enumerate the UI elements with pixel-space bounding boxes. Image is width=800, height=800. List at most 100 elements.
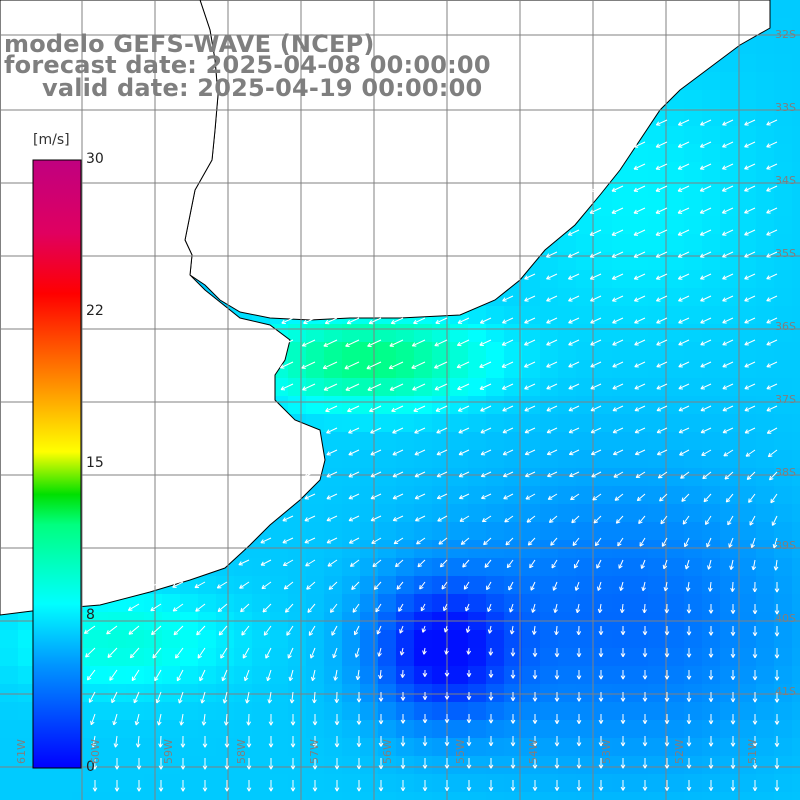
wind-arrow bbox=[634, 361, 646, 368]
wind-cell bbox=[792, 756, 800, 775]
wind-arrow bbox=[369, 405, 382, 413]
wind-arrow bbox=[400, 736, 406, 747]
wind-arrow bbox=[729, 559, 734, 570]
wind-cell bbox=[378, 576, 397, 595]
wind-cell bbox=[684, 378, 703, 397]
wind-arrow bbox=[417, 559, 426, 568]
wind-cell bbox=[630, 360, 649, 379]
wind-arrow bbox=[197, 647, 206, 659]
wind-arrow bbox=[774, 670, 780, 681]
wind-arrow bbox=[487, 625, 493, 634]
wind-cell bbox=[558, 324, 577, 343]
wind-cell bbox=[378, 504, 397, 523]
wind-arrow bbox=[483, 537, 492, 546]
wind-cell bbox=[684, 630, 703, 649]
wind-cell bbox=[576, 288, 595, 307]
wind-cell bbox=[594, 360, 613, 379]
wind-cell bbox=[792, 630, 800, 649]
wind-cell bbox=[486, 558, 505, 577]
wind-cell bbox=[414, 432, 433, 451]
wind-cell bbox=[252, 666, 271, 685]
longitude-label: 57W bbox=[308, 739, 321, 764]
wind-cell bbox=[774, 360, 793, 379]
wind-cell bbox=[324, 720, 343, 739]
wind-cell bbox=[720, 594, 739, 613]
wind-cell bbox=[432, 576, 451, 595]
wind-arrow bbox=[268, 758, 274, 770]
wind-arrow bbox=[708, 758, 714, 769]
wind-arrow bbox=[224, 758, 230, 770]
wind-cell bbox=[396, 450, 415, 469]
wind-cell bbox=[324, 504, 343, 523]
longitude-label: 59W bbox=[162, 739, 175, 764]
latitude-label: 35S bbox=[775, 247, 796, 260]
wind-arrow bbox=[113, 735, 119, 748]
wind-arrow bbox=[746, 471, 756, 480]
wind-arrow bbox=[641, 581, 646, 592]
wind-cell bbox=[414, 774, 433, 793]
wind-cell bbox=[198, 594, 217, 613]
wind-cell bbox=[792, 468, 800, 487]
wind-arrow bbox=[378, 714, 384, 725]
wind-arrow bbox=[280, 383, 294, 391]
wind-cell bbox=[738, 540, 757, 559]
wind-arrow bbox=[202, 758, 208, 770]
wind-cell bbox=[756, 288, 775, 307]
wind-cell bbox=[414, 594, 433, 613]
wind-arrow bbox=[434, 361, 448, 369]
wind-cell bbox=[396, 702, 415, 721]
wind-cell bbox=[414, 378, 433, 397]
wind-cell bbox=[738, 126, 757, 145]
wind-cell bbox=[180, 630, 199, 649]
wind-cell bbox=[774, 450, 793, 469]
wind-cell bbox=[468, 720, 487, 739]
wind-cell bbox=[450, 504, 469, 523]
wind-cell bbox=[468, 324, 487, 343]
wind-cell bbox=[594, 630, 613, 649]
wind-cell bbox=[756, 486, 775, 505]
wind-arrow bbox=[355, 669, 361, 681]
wind-cell bbox=[378, 666, 397, 685]
wind-cell bbox=[396, 504, 415, 523]
wind-arrow bbox=[659, 493, 668, 502]
wind-cell bbox=[702, 306, 721, 325]
wind-cell bbox=[666, 162, 685, 181]
wind-arrow bbox=[682, 515, 690, 525]
wind-cell bbox=[648, 324, 667, 343]
wind-cell bbox=[252, 720, 271, 739]
wind-cell bbox=[486, 630, 505, 649]
wind-arrow bbox=[456, 339, 470, 347]
wind-cell bbox=[540, 450, 559, 469]
wind-arrow bbox=[642, 692, 648, 702]
wind-arrow bbox=[655, 141, 668, 148]
wind-cell bbox=[792, 162, 800, 181]
wind-cell bbox=[720, 180, 739, 199]
wind-arrow bbox=[590, 361, 602, 368]
wind-cell bbox=[306, 522, 325, 541]
wind-cell bbox=[0, 630, 19, 649]
wind-arrow bbox=[571, 515, 580, 524]
wind-cell bbox=[234, 738, 253, 757]
wind-cell bbox=[306, 558, 325, 577]
wind-arrow bbox=[392, 515, 404, 522]
wind-arrow bbox=[356, 758, 362, 770]
wind-arrow bbox=[280, 361, 294, 369]
wind-cell bbox=[702, 720, 721, 739]
wind-cell bbox=[792, 180, 800, 199]
wind-cell bbox=[738, 648, 757, 667]
wind-arrow bbox=[196, 625, 206, 636]
wind-arrow bbox=[438, 537, 448, 545]
wind-arrow bbox=[109, 669, 118, 681]
wind-arrow bbox=[546, 339, 558, 346]
wind-arrow bbox=[526, 515, 536, 523]
wind-cell bbox=[360, 378, 379, 397]
wind-cell bbox=[630, 576, 649, 595]
wind-cell bbox=[324, 558, 343, 577]
wind-arrow bbox=[312, 714, 318, 726]
wind-cell bbox=[414, 666, 433, 685]
wind-cell bbox=[576, 396, 595, 415]
wind-cell bbox=[450, 558, 469, 577]
wind-arrow bbox=[334, 758, 340, 770]
wind-cell bbox=[414, 792, 433, 800]
wind-cell bbox=[432, 342, 451, 361]
